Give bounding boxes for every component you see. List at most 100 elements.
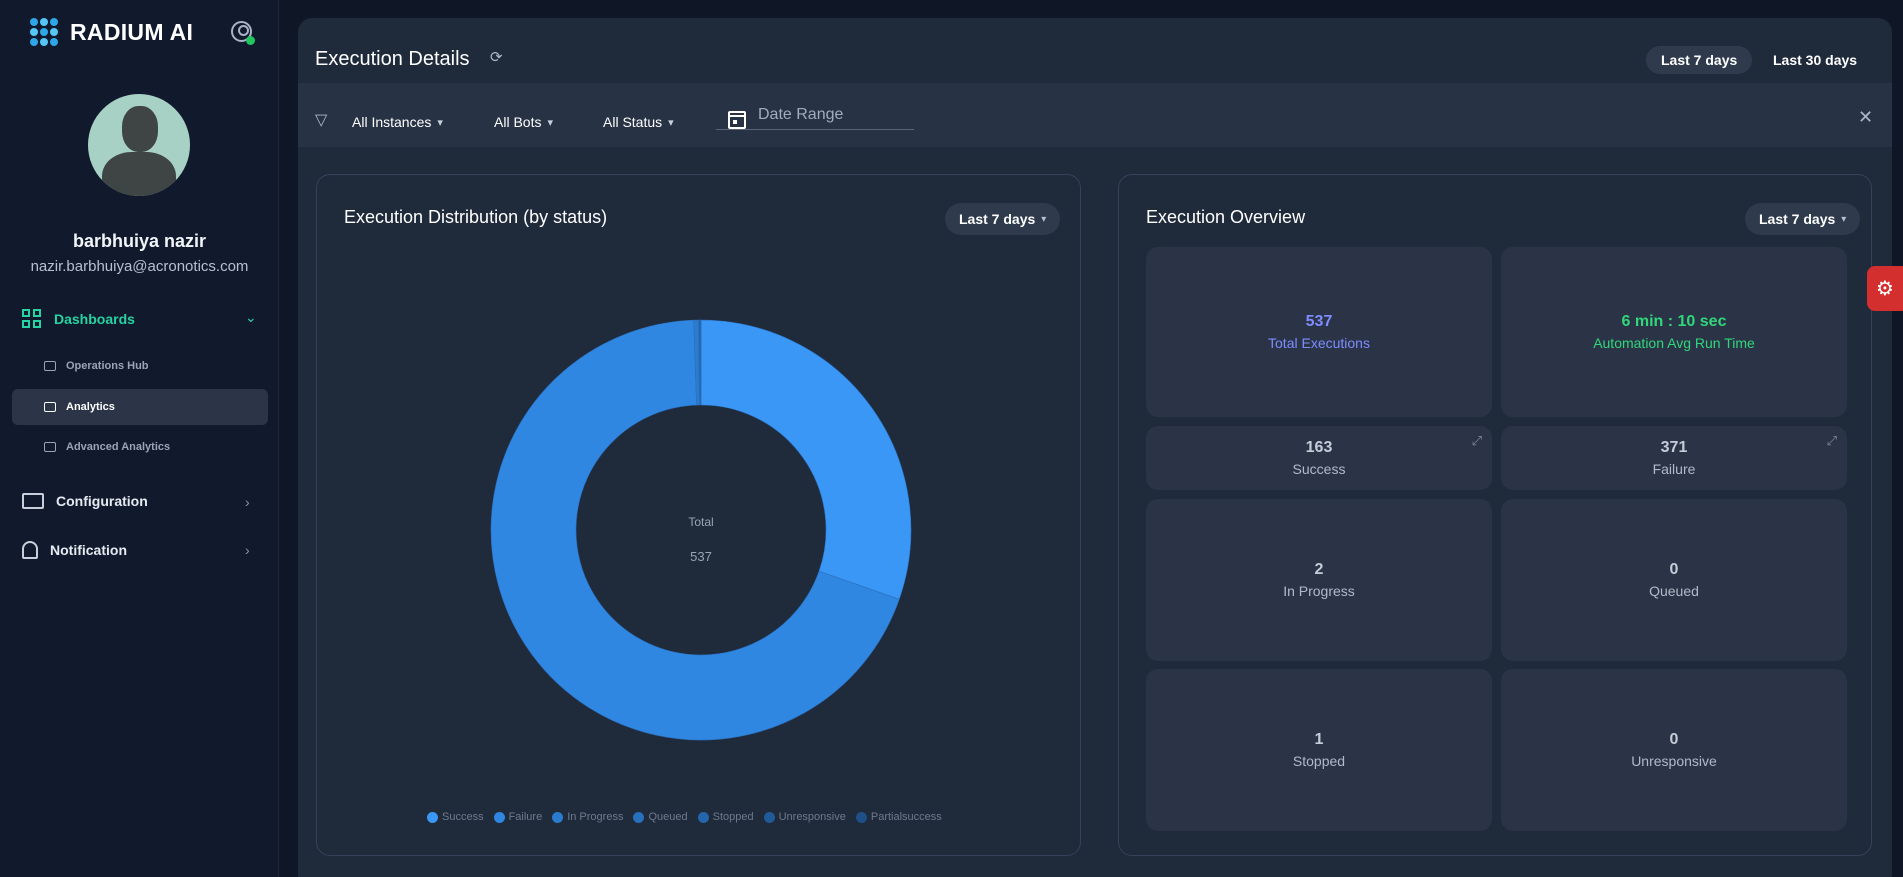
distribution-card: Execution Distribution (by status) Last … (316, 174, 1081, 856)
distribution-range-dropdown[interactable]: Last 7 days ▾ (945, 203, 1061, 235)
legend-swatch (493, 811, 505, 823)
avg-run-time-value: 6 min : 10 sec (1621, 313, 1727, 330)
queued-label: Queued (1649, 583, 1699, 599)
instances-dropdown-label: All Instances (352, 114, 432, 130)
chevron-right-icon[interactable]: › (245, 494, 250, 510)
expand-icon[interactable]: ⤢ (1471, 433, 1482, 448)
donut-center-label: Total (688, 515, 713, 529)
legend-label: Queued (648, 811, 688, 823)
legend-item-stopped[interactable]: Stopped (697, 811, 754, 823)
legend-swatch (763, 811, 775, 823)
user-status-icon[interactable] (231, 21, 255, 45)
date-range-placeholder: Date Range (758, 105, 844, 123)
sidebar-item-label: Configuration (56, 493, 148, 509)
unresponsive-label: Unresponsive (1631, 753, 1717, 769)
stopped-tile: 1 Stopped (1146, 669, 1492, 831)
radium-logo-icon (30, 18, 58, 46)
bots-dropdown-label: All Bots (494, 114, 542, 130)
queued-value: 0 (1669, 561, 1679, 578)
chart-legend: Success Failure In Progress Queued Stopped Un… (427, 811, 942, 823)
configuration-icon (22, 493, 44, 509)
bots-dropdown[interactable]: All Bots ▾ (494, 114, 553, 130)
donut-center-value: 537 (690, 549, 712, 564)
chevron-down-icon: ▾ (547, 116, 553, 129)
legend-label: Unresponsive (778, 811, 846, 823)
total-executions-label: Total Executions (1268, 335, 1370, 351)
sidebar-item-configuration[interactable]: Configuration (22, 493, 148, 509)
legend-item-unresponsive[interactable]: Unresponsive (763, 811, 846, 823)
filter-icon[interactable]: ▽ (315, 112, 328, 129)
success-tile[interactable]: ⤢ 163 Success (1146, 426, 1492, 490)
chevron-down-icon: ▾ (1041, 213, 1047, 225)
failure-tile[interactable]: ⤢ 371 Failure (1501, 426, 1847, 490)
legend-swatch (427, 811, 438, 823)
chevron-down-icon[interactable]: ⌄ (245, 309, 257, 325)
legend-item-in-progress[interactable]: In Progress (552, 811, 623, 823)
overview-range-dropdown[interactable]: Last 7 days ▾ (1745, 203, 1861, 235)
range-last-30-days[interactable]: Last 30 days (1773, 52, 1858, 68)
stopped-label: Stopped (1292, 753, 1346, 769)
legend-swatch (697, 811, 709, 823)
chevron-right-icon[interactable]: › (245, 542, 250, 558)
legend-label: Failure (508, 811, 543, 823)
donut-slice-success[interactable] (700, 319, 912, 600)
donut-slice-failure[interactable] (490, 319, 900, 741)
main-panel: Execution Details ⟳ Last 7 days Last 30 … (298, 18, 1892, 877)
legend-label: Success (442, 811, 484, 823)
sidebar-item-dashboards[interactable]: Dashboards (22, 309, 135, 329)
total-executions-tile: 537 Total Executions (1146, 247, 1492, 417)
instances-dropdown[interactable]: All Instances ▾ (352, 114, 443, 130)
dashboard-grid-icon (22, 309, 42, 329)
donut-slice-stopped[interactable] (698, 319, 702, 406)
sidebar-item-analytics[interactable]: Analytics (12, 389, 268, 425)
expand-icon[interactable]: ⤢ (1826, 433, 1837, 448)
refresh-icon[interactable]: ⟳ (490, 49, 503, 66)
success-label: Success (1292, 461, 1346, 477)
legend-item-partialsuccess[interactable]: Partialsuccess (855, 811, 942, 823)
brand-name: RADIUM AI (70, 18, 194, 45)
in-progress-tile: 2 In Progress (1146, 499, 1492, 661)
chevron-down-icon: ▾ (1841, 213, 1847, 225)
legend-label: Stopped (712, 811, 754, 823)
sidebar-item-label: Notification (50, 542, 127, 558)
overview-range-label: Last 7 days (1759, 211, 1836, 227)
stopped-value: 1 (1314, 731, 1324, 748)
in-progress-label: In Progress (1283, 583, 1355, 599)
bell-icon (22, 541, 38, 559)
legend-item-failure[interactable]: Failure (493, 811, 543, 823)
sidebar-item-label: Analytics (66, 401, 115, 413)
overview-card: Execution Overview Last 7 days ▾ 537 Tot… (1118, 174, 1872, 856)
failure-label: Failure (1652, 461, 1696, 477)
legend-item-success[interactable]: Success (427, 811, 484, 823)
status-dropdown[interactable]: All Status ▾ (603, 114, 674, 130)
calendar-icon (728, 110, 746, 129)
close-icon[interactable]: ✕ (1858, 107, 1874, 127)
sidebar-item-operations-hub[interactable]: Operations Hub (12, 348, 268, 384)
legend-swatch (855, 811, 867, 823)
date-range-input[interactable]: Date Range (716, 100, 914, 130)
monitor-icon (44, 361, 56, 371)
success-value: 163 (1305, 439, 1333, 456)
overview-title: Execution Overview (1146, 207, 1306, 227)
legend-swatch (552, 811, 564, 823)
sidebar-item-notification[interactable]: Notification (22, 541, 127, 559)
chevron-down-icon: ▾ (437, 116, 443, 129)
settings-gear-icon[interactable]: ⚙ (1867, 266, 1903, 311)
bar-chart-icon (44, 402, 56, 412)
range-last-7-days[interactable]: Last 7 days (1646, 46, 1753, 74)
sidebar-item-advanced-analytics[interactable]: Advanced Analytics (12, 429, 268, 465)
chevron-down-icon: ▾ (668, 116, 674, 129)
distribution-range-label: Last 7 days (959, 211, 1036, 227)
avatar (88, 94, 190, 196)
legend-label: Partialsuccess (870, 811, 942, 823)
brand[interactable]: RADIUM AI (30, 18, 193, 46)
avg-run-time-tile: 6 min : 10 sec Automation Avg Run Time (1501, 247, 1847, 417)
sidebar-item-label: Advanced Analytics (66, 441, 171, 453)
legend-swatch (633, 811, 645, 823)
page-title: Execution Details (315, 48, 470, 70)
chart-box-icon (44, 442, 56, 452)
donut-svg: Total 537 (490, 319, 912, 741)
status-dropdown-label: All Status (603, 114, 663, 130)
failure-value: 371 (1660, 439, 1688, 456)
legend-item-queued[interactable]: Queued (633, 811, 688, 823)
